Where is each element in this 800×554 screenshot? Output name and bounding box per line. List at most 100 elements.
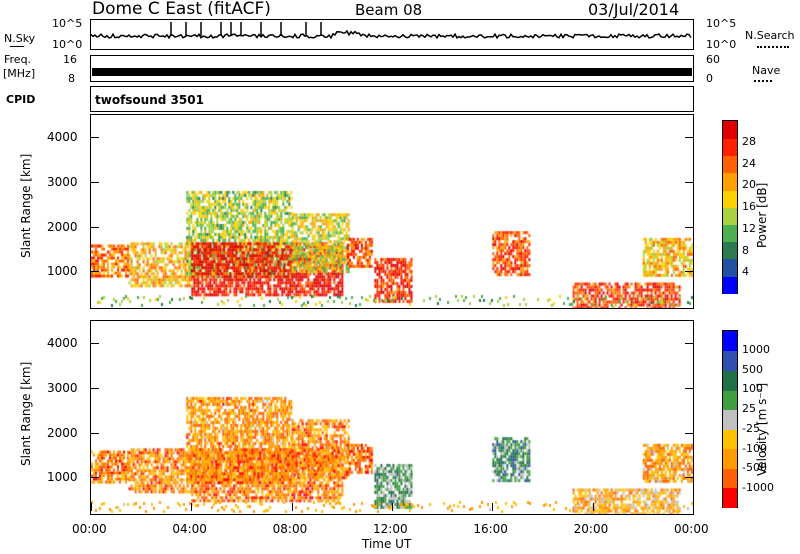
yaxis-tick (685, 271, 693, 273)
yaxis-tick (91, 137, 99, 139)
colorbar-tick-label: -1000 (742, 481, 774, 495)
yaxis-tick (685, 182, 693, 183)
freq-panel (90, 55, 694, 82)
yaxis-tick-label: 2000 (47, 425, 78, 440)
yaxis-tick (91, 226, 99, 228)
colorbar-tick-label: 25 (742, 402, 756, 416)
xaxis-tick-label: 20:00 (573, 522, 609, 536)
colorbar-tick-label: 12 (742, 221, 756, 235)
cpid-label: CPID (6, 93, 36, 106)
nsearch-label: N.Search (745, 29, 795, 42)
time-xlabel: Time UT (362, 537, 412, 551)
colorbar-swatch (723, 121, 737, 140)
xaxis-tick-label: 04:00 (172, 522, 207, 536)
colorbar-tick-label: 4 (742, 265, 749, 279)
xaxis-tick-label: 12:00 (373, 522, 408, 536)
colorbar-tick-label: 8 (742, 243, 749, 257)
xaxis-tick (592, 503, 594, 511)
power-colorbar (722, 120, 738, 294)
cpid-program: twofsound 3501 (95, 93, 204, 107)
yaxis-tick-label: 3000 (47, 175, 78, 189)
beam-title: Beam 08 (355, 1, 423, 19)
yaxis-tick-label: 2000 (47, 219, 78, 234)
yaxis-tick-label: 4000 (47, 336, 78, 351)
nsearch-tick-bottom: 10^0 (706, 38, 737, 51)
xaxis-tick (492, 503, 494, 511)
nave-tick-bottom: 0 (706, 72, 713, 85)
colorbar-swatch (723, 331, 737, 352)
colorbar-tick-label: -500 (742, 461, 767, 475)
station-title: Dome C East (fitACF) (92, 0, 271, 19)
colorbar-swatch (723, 258, 737, 277)
yaxis-tick-label: 1000 (47, 470, 78, 485)
nave-label: Nave (752, 64, 781, 77)
nsky-label: N.Sky (4, 32, 36, 45)
freq-label: Freq. (4, 53, 32, 66)
velocity-heatmap-panel (90, 320, 694, 515)
yaxis-tick (91, 271, 99, 273)
nsky-line (91, 29, 692, 40)
freq-trace (92, 68, 692, 76)
colorbar-swatch (723, 172, 737, 191)
velocity-ylabel: Slant Range [km] (19, 361, 33, 466)
power-colorbar-label: Power [dB] (755, 182, 769, 248)
yaxis-tick (685, 343, 693, 345)
xaxis-tick (291, 503, 293, 511)
velocity-colorbar (722, 330, 738, 508)
freq-unit-label: [MHz] (3, 67, 36, 80)
yaxis-tick (685, 388, 693, 389)
yaxis-tick (685, 137, 693, 139)
xaxis-tick-label: 08:00 (272, 522, 308, 536)
power-heatmap (91, 115, 693, 308)
yaxis-tick (685, 226, 693, 228)
velocity-heatmap (91, 321, 693, 514)
yaxis-tick (91, 477, 99, 479)
colorbar-swatch (723, 389, 737, 411)
power-heatmap-panel (90, 114, 694, 309)
colorbar-tick-label: 100 (742, 382, 763, 396)
nsky-trace (91, 22, 692, 40)
colorbar-swatch (723, 487, 737, 508)
colorbar-tick-label: 20 (742, 178, 756, 192)
velocity-colorbar-label: Velocity [m s⁻¹] (755, 382, 769, 476)
colorbar-swatch (723, 370, 737, 391)
freq-tick-bottom: 8 (68, 72, 75, 85)
colorbar-swatch (723, 138, 737, 157)
date-title: 03/Jul/2014 (588, 0, 680, 19)
yaxis-tick (685, 432, 693, 434)
yaxis-tick (91, 432, 99, 434)
nave-tick-top: 60 (706, 53, 720, 66)
yaxis-tick-label: 3000 (47, 381, 78, 395)
colorbar-swatch (723, 467, 737, 489)
colorbar-tick-label: 16 (742, 200, 756, 213)
nsearch-line-key (757, 46, 789, 48)
colorbar-tick-label: -25 (742, 421, 760, 435)
colorbar-swatch (723, 224, 737, 243)
freq-tick-top: 16 (63, 53, 77, 66)
colorbar-swatch (723, 409, 737, 430)
nsky-tick-top: 10^5 (52, 17, 83, 30)
yaxis-tick-label: 4000 (47, 130, 78, 145)
colorbar-tick-label: 28 (742, 134, 756, 148)
colorbar-swatch (723, 275, 737, 294)
nsky-tick-bottom: 10^0 (52, 38, 83, 51)
colorbar-tick-label: -100 (742, 441, 767, 455)
xaxis-tick (392, 503, 393, 511)
nsky-line-key (10, 46, 24, 47)
colorbar-swatch (723, 189, 737, 208)
nsearch-tick-top: 10^5 (706, 17, 737, 30)
yaxis-tick-label: 1000 (47, 264, 78, 279)
yaxis-tick (685, 477, 693, 479)
yaxis-tick (91, 343, 99, 345)
colorbar-tick-label: 24 (742, 156, 756, 170)
colorbar-swatch (723, 207, 737, 226)
xaxis-tick-label: 16:00 (473, 522, 508, 536)
colorbar-swatch (723, 428, 737, 450)
colorbar-tick-label: 1000 (742, 342, 770, 356)
colorbar-tick-label: 500 (742, 362, 763, 376)
xaxis-tick (191, 503, 193, 511)
xaxis-tick (693, 503, 694, 511)
colorbar-swatch (723, 241, 737, 260)
yaxis-tick (91, 182, 99, 183)
